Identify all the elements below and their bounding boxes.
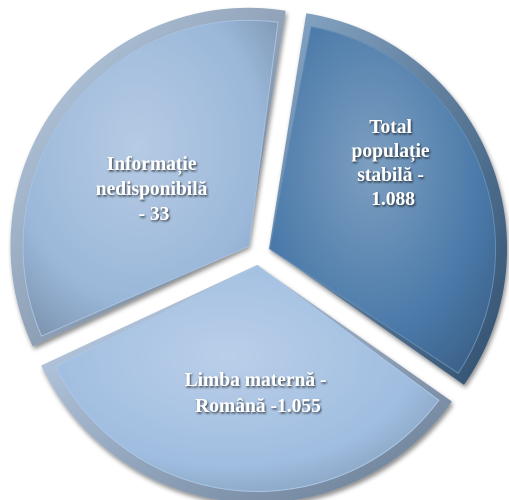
label-total-line-2: populație <box>352 141 430 162</box>
label-nedisponibila-line-1: Informație <box>107 154 197 175</box>
label-romana-line-2: Română -1.055 <box>195 396 321 417</box>
slice-nedisponibila-group: Informație nedisponibilă - 33 <box>10 7 286 347</box>
label-total-line-3: stabilă - <box>357 165 424 186</box>
pie-slice-total-label: Total populație stabilă - 1.088 <box>352 117 435 210</box>
label-nedisponibila-line-3: - 33 <box>139 204 170 225</box>
pie-slice-nedisponibila-label: Informație nedisponibilă - 33 <box>96 154 213 225</box>
slice-total-group: Total populație stabilă - 1.088 <box>268 13 508 385</box>
pie-slice-romana-label: Limba maternă - Română -1.055 <box>185 370 332 417</box>
label-nedisponibila-line-2: nedisponibilă <box>96 179 208 200</box>
label-total-line-1: Total <box>369 117 412 138</box>
slice-romana-group: Limba maternă - Română -1.055 <box>41 264 452 500</box>
label-romana-line-1: Limba maternă - <box>185 370 327 391</box>
pie-slice-total <box>268 26 497 374</box>
label-total-line-4: 1.088 <box>371 189 415 210</box>
pie-slice-romana <box>54 264 440 492</box>
pie-slice-nedisponibila <box>22 19 279 337</box>
